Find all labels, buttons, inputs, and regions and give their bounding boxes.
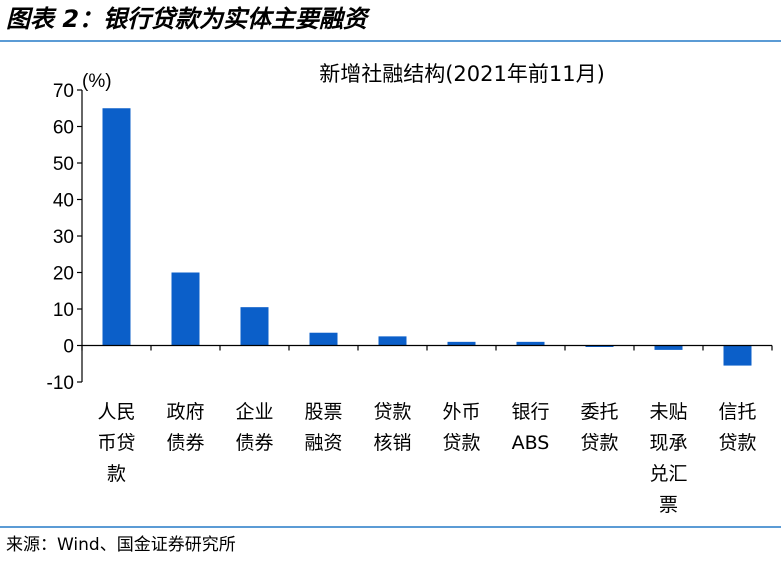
x-category-label: 未贴现承兑汇票 [649, 401, 687, 516]
x-category-label-line: 贷款 [580, 432, 618, 454]
x-category-label: 委托贷款 [580, 401, 618, 454]
bar [585, 345, 614, 347]
bar [447, 341, 476, 346]
x-category-label-line: 贷款 [442, 432, 480, 454]
x-category-label: 外币贷款 [442, 401, 480, 454]
x-category-label-line: 贷款 [373, 401, 411, 423]
figure-title: 图表 2：银行贷款为实体主要融资 [6, 5, 368, 33]
y-tick-label: 30 [53, 227, 74, 248]
x-category-label-line: 委托 [580, 401, 618, 423]
y-tick-label: 40 [53, 191, 74, 212]
x-category-label-line: 兑汇 [649, 463, 687, 485]
bar [309, 332, 338, 346]
y-axis-unit-label: (%) [82, 71, 112, 92]
x-category-label: 政府债券 [166, 401, 204, 454]
x-category-label-line: 核销 [373, 432, 411, 454]
x-category-label-line: 政府 [166, 401, 204, 423]
x-category-label-line: 融资 [304, 432, 342, 454]
y-tick-label: 70 [53, 81, 74, 102]
x-category-label-line: ABS [512, 432, 550, 454]
x-category-label-line: 外币 [442, 401, 480, 423]
y-tick-label: -10 [47, 373, 74, 394]
x-category-label-line: 币贷 [97, 432, 135, 454]
x-category-label: 人民币贷款 [97, 401, 135, 485]
bar [378, 336, 407, 346]
x-category-label-line: 现承 [649, 432, 687, 454]
chart-title: 新增社融结构(2021年前11月) [319, 62, 605, 86]
bar [516, 341, 545, 346]
x-category-label-line: 款 [107, 463, 126, 485]
x-category-label-line: 股票 [304, 401, 342, 423]
y-tick-label: 20 [53, 264, 74, 285]
x-category-label-line: 银行 [511, 401, 549, 423]
x-category-label-line: 债券 [166, 432, 204, 454]
x-category-label: 银行 ABS [511, 401, 549, 454]
y-axis: -10 0 10 20 30 40 50 60 70 [47, 81, 83, 394]
y-tick-label: 60 [53, 118, 74, 139]
bar [240, 307, 269, 346]
x-category-label-line: 贷款 [718, 432, 756, 454]
x-category-label-line: 人民 [97, 401, 135, 423]
y-tick-label: 10 [53, 300, 74, 321]
y-tick-label: 0 [63, 337, 74, 358]
bar [723, 345, 752, 366]
bar-chart: 新增社融结构(2021年前11月) (%) -10 0 10 20 30 40 50 60 70… [47, 62, 773, 516]
top-divider [0, 40, 781, 42]
bar [171, 272, 200, 346]
x-category-label-line: 企业 [235, 401, 273, 423]
y-tick-label: 50 [53, 154, 74, 175]
source-note: 来源：Wind、国金证券研究所 [6, 535, 236, 555]
x-category-label-line: 未贴 [649, 401, 687, 423]
x-category-label: 贷款核销 [373, 401, 411, 454]
bar-series [102, 108, 752, 366]
x-category-label: 信托贷款 [718, 401, 756, 454]
bar [102, 108, 131, 346]
x-category-label-line: 票 [659, 494, 678, 516]
x-category-label-line: 信托 [718, 401, 756, 423]
bottom-divider [0, 526, 781, 528]
x-category-label-line: 债券 [235, 432, 273, 454]
bar [654, 345, 683, 350]
x-category-label: 企业债券 [235, 401, 273, 454]
x-category-label: 股票融资 [304, 401, 342, 454]
